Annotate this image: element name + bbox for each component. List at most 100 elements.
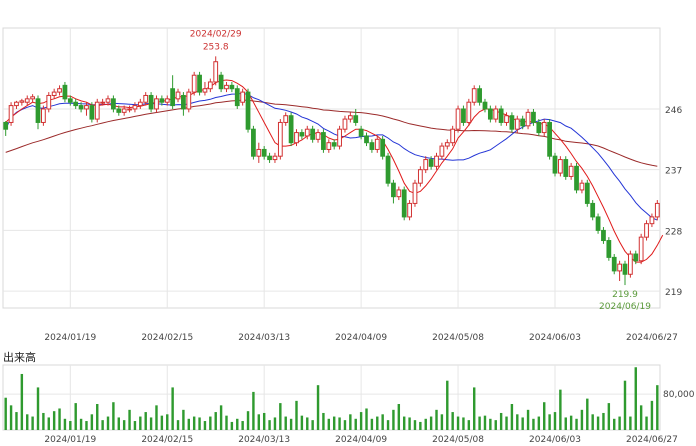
candle-body bbox=[186, 91, 192, 110]
candle-body bbox=[428, 159, 434, 167]
volume-bar bbox=[252, 391, 255, 430]
candle-body bbox=[207, 81, 213, 90]
candle-body bbox=[434, 155, 439, 167]
candle-body bbox=[536, 121, 542, 134]
volume-bar bbox=[101, 420, 104, 430]
volume-bar bbox=[176, 420, 180, 430]
candle-body bbox=[57, 88, 62, 93]
volume-bar bbox=[408, 417, 411, 430]
candle-body bbox=[450, 128, 456, 144]
candle-body bbox=[584, 182, 590, 204]
x-tick-label: 2024/03/13 bbox=[238, 333, 290, 340]
candle-body bbox=[267, 155, 272, 161]
candle-body bbox=[191, 74, 197, 93]
volume-bar bbox=[435, 409, 438, 430]
candle-body bbox=[504, 115, 509, 123]
volume-bar bbox=[456, 416, 460, 430]
volume-title: 出来高 bbox=[3, 351, 36, 364]
volume-bar bbox=[133, 421, 137, 430]
volume-y-tick-label: 80,000 bbox=[663, 390, 695, 400]
volume-bar bbox=[634, 367, 637, 430]
candle-body bbox=[175, 91, 181, 100]
candle-body bbox=[455, 108, 461, 130]
volume-bar bbox=[58, 408, 61, 430]
candle-body bbox=[202, 88, 208, 93]
candle-body bbox=[240, 91, 246, 103]
candle-body bbox=[531, 111, 536, 123]
candle-body bbox=[132, 105, 138, 110]
candle-body bbox=[487, 108, 493, 120]
candle-body bbox=[595, 216, 601, 231]
candle-body bbox=[224, 84, 229, 90]
candle-body bbox=[294, 132, 299, 144]
volume-bar bbox=[623, 380, 627, 430]
volume-bar bbox=[262, 412, 266, 430]
volume-bar bbox=[69, 421, 72, 430]
volume-bar bbox=[645, 416, 648, 430]
candle-body bbox=[154, 98, 159, 110]
volume-bar bbox=[192, 416, 196, 430]
candle-body bbox=[137, 101, 143, 107]
x-tick-label: 2024/06/27 bbox=[626, 333, 678, 340]
volume-x-tick-label: 2024/03/13 bbox=[238, 435, 290, 445]
candle-body bbox=[14, 101, 19, 107]
candle-body bbox=[417, 169, 423, 184]
volume-bar bbox=[381, 414, 384, 430]
volume-bar bbox=[553, 412, 557, 430]
candle-body bbox=[385, 155, 391, 184]
x-tick-label: 2024/05/08 bbox=[432, 333, 484, 340]
candle-body bbox=[347, 115, 353, 120]
candle-body bbox=[520, 118, 526, 127]
volume-bar bbox=[472, 387, 476, 430]
volume-bar bbox=[279, 403, 282, 430]
volume-bar bbox=[327, 418, 331, 430]
candle-body bbox=[353, 115, 359, 123]
candle-body bbox=[547, 121, 552, 157]
candle-body bbox=[304, 128, 310, 137]
volume-bar bbox=[106, 416, 110, 430]
volume-bar bbox=[548, 414, 551, 430]
candle-body bbox=[396, 189, 402, 198]
volume-bar bbox=[505, 416, 508, 430]
volume-bar bbox=[15, 412, 18, 430]
y-tick-label: 246 bbox=[665, 106, 682, 116]
candle-body bbox=[358, 128, 364, 137]
volume-bar bbox=[9, 405, 13, 430]
candle-body bbox=[466, 101, 472, 123]
candle-body bbox=[477, 88, 482, 103]
candle-body bbox=[100, 101, 106, 104]
candle-body bbox=[563, 159, 569, 177]
candle-body bbox=[229, 84, 235, 90]
volume-bar bbox=[440, 414, 444, 430]
volume-bar bbox=[284, 416, 287, 430]
volume-bar bbox=[537, 416, 541, 430]
candle-body bbox=[606, 240, 612, 258]
candle-body bbox=[611, 256, 617, 272]
volume-bar bbox=[236, 418, 239, 430]
low-annotation-value: 219.9 bbox=[612, 290, 638, 300]
volume-bar bbox=[467, 420, 471, 430]
candle-body bbox=[121, 108, 127, 113]
candle-body bbox=[8, 105, 14, 123]
candle-body bbox=[73, 101, 79, 107]
candle-body bbox=[391, 182, 396, 198]
volume-bar bbox=[42, 412, 45, 430]
candle-body bbox=[197, 74, 202, 93]
candle-body bbox=[234, 88, 240, 107]
candle-body bbox=[272, 155, 278, 161]
volume-bar bbox=[494, 420, 497, 430]
volume-x-tick-label: 2024/02/15 bbox=[141, 435, 193, 445]
candle-body bbox=[369, 142, 375, 150]
candle-body bbox=[315, 132, 321, 140]
candle-body bbox=[498, 108, 504, 123]
volume-bar bbox=[166, 414, 169, 430]
volume-bar bbox=[289, 418, 293, 430]
candle-body bbox=[321, 132, 326, 150]
candle-body bbox=[67, 98, 73, 103]
volume-bar bbox=[155, 405, 158, 430]
candle-body bbox=[170, 88, 176, 107]
candle-body bbox=[407, 202, 412, 218]
candle-body bbox=[30, 96, 36, 100]
candle-body bbox=[288, 115, 294, 144]
volume-bar bbox=[230, 421, 234, 430]
